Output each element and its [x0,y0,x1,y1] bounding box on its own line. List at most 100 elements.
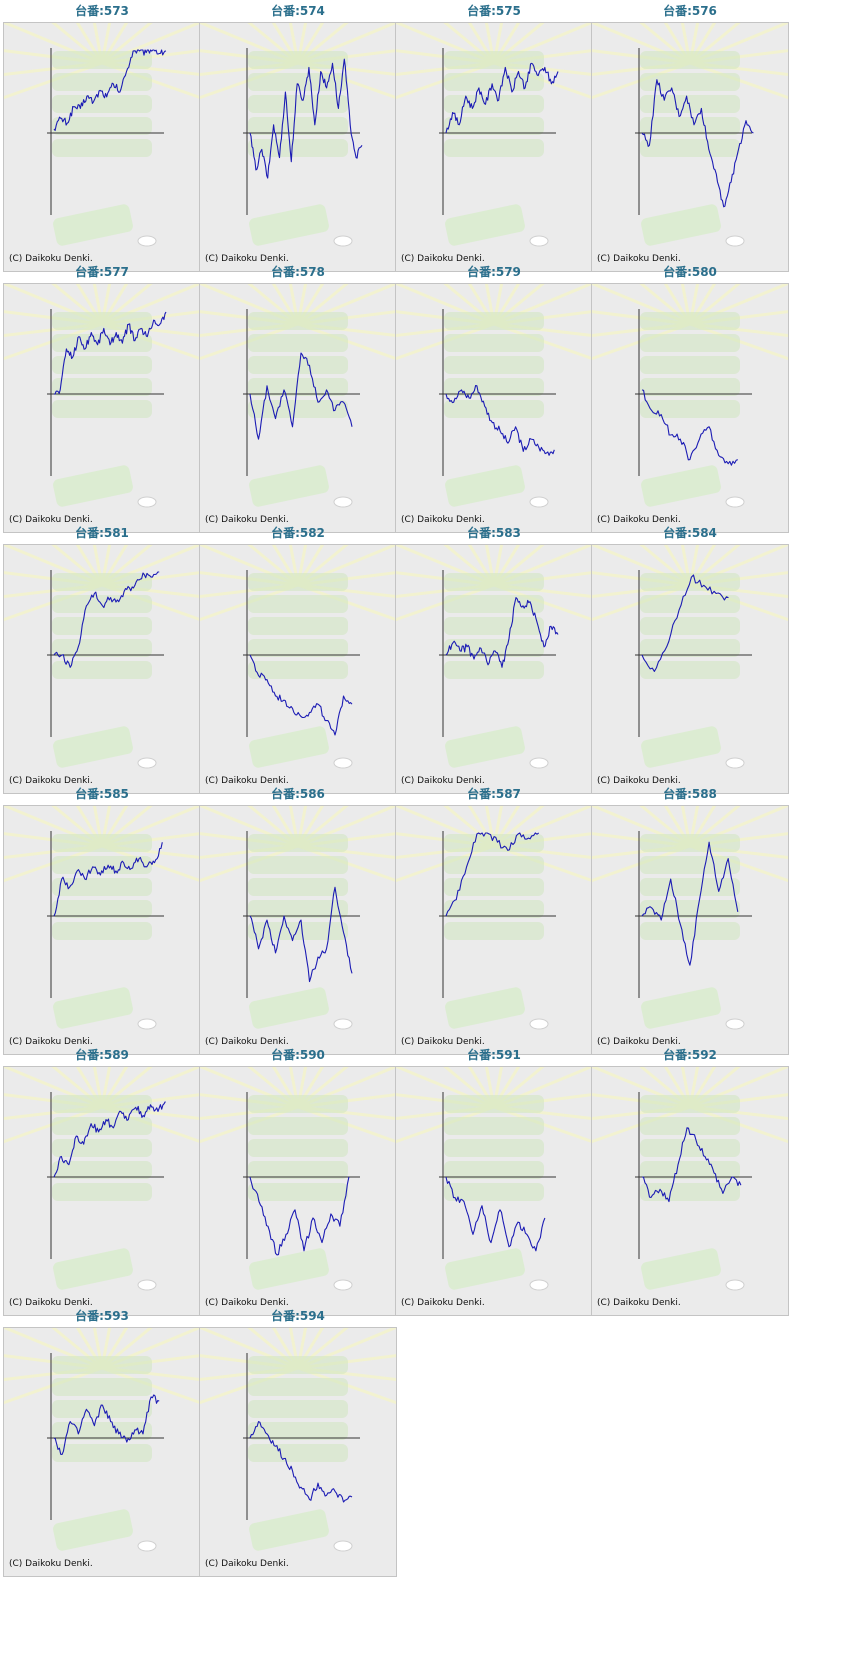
graph-panel: (C) Daikoku Denki. [591,1066,789,1316]
machine-graph-cell: 台番:594 (C) Daikoku Denki. [196,1305,400,1581]
background-art [4,284,200,508]
graph-panel: (C) Daikoku Denki. [3,1066,201,1316]
machine-graph-cell: 台番:593 (C) Daikoku Denki. [0,1305,204,1581]
machine-graph-cell: 台番:580 (C) Daikoku Denki. [588,261,792,537]
copyright-label: (C) Daikoku Denki. [205,1298,289,1308]
machine-graph-cell: 台番:581 (C) Daikoku Denki. [0,522,204,798]
graph-panel: (C) Daikoku Denki. [3,805,201,1055]
graph-svg [396,1067,592,1291]
graph-svg [4,806,200,1030]
graph-svg [4,545,200,769]
payout-line [53,842,163,917]
payout-line [249,352,353,440]
machine-number-title: 台番:580 [663,265,717,279]
machine-graph-cell: 台番:589 (C) Daikoku Denki. [0,1044,204,1320]
graph-svg [200,1067,396,1291]
copyright-label: (C) Daikoku Denki. [597,1298,681,1308]
machine-graph-cell: 台番:582 (C) Daikoku Denki. [196,522,400,798]
graph-panel: (C) Daikoku Denki. [199,1327,397,1577]
graph-svg [396,284,592,508]
machine-number-title: 台番:585 [75,787,129,801]
graph-svg [396,23,592,247]
graph-panel: (C) Daikoku Denki. [3,544,201,794]
payout-line [53,571,160,668]
machine-graph-cell: 台番:578 (C) Daikoku Denki. [196,261,400,537]
graph-panel: (C) Daikoku Denki. [395,283,593,533]
copyright-label: (C) Daikoku Denki. [9,1298,93,1308]
background-art [200,806,396,1030]
background-art [396,1067,592,1291]
background-art [200,545,396,769]
graph-panel: (C) Daikoku Denki. [3,1327,201,1577]
machine-number-title: 台番:583 [467,526,521,540]
machine-number-title: 台番:594 [271,1309,325,1323]
graph-svg [592,23,788,247]
background-art [592,1067,788,1291]
machine-number-title: 台番:590 [271,1048,325,1062]
payout-line [445,597,559,668]
copyright-label: (C) Daikoku Denki. [205,1559,289,1569]
copyright-label: (C) Daikoku Denki. [597,776,681,786]
graph-panel: (C) Daikoku Denki. [591,544,789,794]
graph-svg [200,23,396,247]
graph-panel: (C) Daikoku Denki. [199,1066,397,1316]
background-art [396,23,592,247]
copyright-label: (C) Daikoku Denki. [205,515,289,525]
machine-graph-cell: 台番:588 (C) Daikoku Denki. [588,783,792,1059]
copyright-label: (C) Daikoku Denki. [9,1559,93,1569]
copyright-label: (C) Daikoku Denki. [401,1298,485,1308]
machine-graph-cell: 台番:592 (C) Daikoku Denki. [588,1044,792,1320]
payout-line [445,384,555,456]
payout-line [53,1101,166,1178]
machine-graph-cell: 台番:576 (C) Daikoku Denki. [588,0,792,276]
background-art [200,284,396,508]
copyright-label: (C) Daikoku Denki. [401,254,485,264]
machine-number-title: 台番:592 [663,1048,717,1062]
machine-graph-cell: 台番:587 (C) Daikoku Denki. [392,783,596,1059]
graph-svg [396,806,592,1030]
graph-panel: (C) Daikoku Denki. [199,805,397,1055]
graph-panel: (C) Daikoku Denki. [3,283,201,533]
copyright-label: (C) Daikoku Denki. [401,515,485,525]
machine-number-title: 台番:576 [663,4,717,18]
copyright-label: (C) Daikoku Denki. [597,1037,681,1047]
payout-line [249,1421,353,1503]
payout-line [641,79,754,208]
graph-svg [592,545,788,769]
machine-graph-cell: 台番:579 (C) Daikoku Denki. [392,261,596,537]
machine-number-title: 台番:575 [467,4,521,18]
machine-number-title: 台番:588 [663,787,717,801]
copyright-label: (C) Daikoku Denki. [401,776,485,786]
graph-svg [592,284,788,508]
machine-number-title: 台番:579 [467,265,521,279]
machine-number-title: 台番:589 [75,1048,129,1062]
background-art [4,1328,200,1552]
background-art [396,806,592,1030]
background-art [4,806,200,1030]
copyright-label: (C) Daikoku Denki. [9,254,93,264]
copyright-label: (C) Daikoku Denki. [401,1037,485,1047]
machine-graph-cell: 台番:591 (C) Daikoku Denki. [392,1044,596,1320]
copyright-label: (C) Daikoku Denki. [205,776,289,786]
machine-number-title: 台番:574 [271,4,325,18]
background-art [200,1067,396,1291]
payout-line [249,1176,350,1256]
machine-graph-cell: 台番:585 (C) Daikoku Denki. [0,783,204,1059]
graph-panel: (C) Daikoku Denki. [199,544,397,794]
graph-panel: (C) Daikoku Denki. [199,283,397,533]
machine-graph-cell: 台番:573 (C) Daikoku Denki. [0,0,204,276]
graph-panel: (C) Daikoku Denki. [591,805,789,1055]
machine-graph-cell: 台番:577 (C) Daikoku Denki. [0,261,204,537]
graph-panel: (C) Daikoku Denki. [199,22,397,272]
background-art [592,545,788,769]
payout-line [249,58,363,179]
graph-svg [200,806,396,1030]
machine-number-title: 台番:582 [271,526,325,540]
graph-svg [4,1067,200,1291]
graph-panel: (C) Daikoku Denki. [395,1066,593,1316]
copyright-label: (C) Daikoku Denki. [597,254,681,264]
machine-number-title: 台番:593 [75,1309,129,1323]
graph-panel: (C) Daikoku Denki. [395,22,593,272]
payout-line [445,1176,546,1252]
